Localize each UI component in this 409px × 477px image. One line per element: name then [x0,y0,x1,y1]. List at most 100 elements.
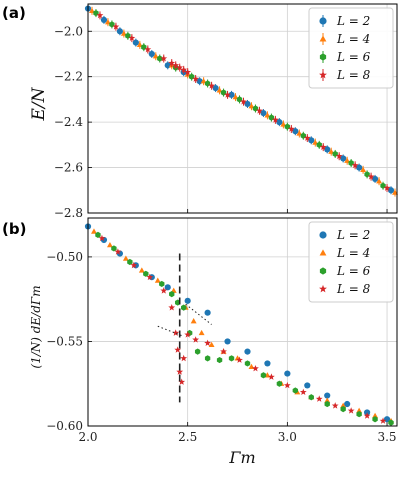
data-point [351,161,359,169]
data-point [383,184,391,191]
panel-b-legend: L = 2 L = 4 L = 6 L = 8 [308,221,394,303]
data-point [128,34,136,41]
data-point [276,119,283,126]
data-point [172,329,180,336]
data-point [159,280,165,288]
data-point [356,164,363,171]
data-point [303,134,311,141]
x-tick-label: 2.5 [178,430,197,444]
y-tick-label: −2.8 [54,206,83,220]
panel-b-ylabel: (1/N) dE/dΓm [29,285,43,368]
data-point [347,407,355,414]
data-point [236,356,243,363]
data-point [324,146,331,153]
panel-b-chart: (b) (1/N) dE/dΓm 2.0 2.5 3.0 3.5 −0.50 −0.55 −… [2,217,398,467]
data-point [216,356,223,364]
data-point [160,54,168,62]
data-point [276,380,283,387]
data-point [356,407,363,413]
data-point [98,234,106,242]
data-point [340,402,347,408]
data-point [204,339,211,347]
data-point [122,255,129,261]
data-point [315,395,323,402]
data-point [324,400,330,408]
data-point [379,417,387,424]
data-point [228,355,235,362]
panel-b-xlabel: Γm [228,448,255,467]
data-point [176,64,184,71]
legend-label: L = 6 [336,50,371,64]
data-point [194,348,201,355]
data-point [372,412,379,419]
data-point [287,125,295,132]
data-point [356,411,362,418]
legend-label: L = 4 [336,246,370,260]
data-point [292,128,299,135]
data-point [127,258,133,266]
data-point [192,336,200,343]
panel-a-label: (a) [2,4,26,22]
panel-b-frame [87,217,398,427]
panel-a-chart: (a) E/N −2.0−2.2−2.4−2.6−2.8 L = 2L = 4L… [2,3,398,220]
data-point [172,61,180,69]
data-point [160,287,168,294]
data-point [344,400,351,408]
ylabel-a-text: E/N [29,86,49,121]
legend-label: L = 8 [336,282,371,296]
data-point [387,187,395,194]
ylabel-b-text: (1/N) dE/dΓm [29,285,43,368]
x-tick-label: 3.5 [377,430,396,444]
data-point [106,241,113,248]
data-point [228,91,235,98]
data-point [224,91,231,98]
y-tick-label: −2.2 [54,70,83,84]
data-point [204,309,211,316]
data-point [132,39,139,46]
data-point [220,348,227,355]
y-tick-label: −0.60 [46,419,83,433]
data-point [244,348,251,355]
data-point [95,231,101,239]
legend-marker [319,267,327,275]
data-point [192,75,200,82]
data-point [114,248,122,255]
data-point [252,364,259,372]
data-point [360,166,367,173]
data-point [319,143,327,150]
data-point [184,68,192,76]
data-point [260,109,267,117]
data-point [198,329,205,336]
data-point [168,304,176,311]
legend-marker [319,231,327,239]
legend-box [308,7,394,89]
x-tick-label: 2.0 [78,430,97,444]
panel-b-label: (b) [2,220,26,238]
legend-label: L = 2 [336,14,370,28]
legend-marker [319,17,327,25]
panel-a-marks [84,4,398,197]
data-point [283,381,291,389]
data-point [388,419,394,426]
data-point [268,373,275,380]
data-point [212,84,219,92]
legend-label: L = 8 [336,68,371,82]
data-point [164,284,171,291]
data-point [304,382,311,389]
data-point [376,178,383,184]
legend-marker [319,35,327,42]
panel-a-ylabel: E/N [29,86,49,121]
data-point [260,372,267,379]
legend-marker [319,53,327,61]
data-point [96,11,104,19]
data-point [324,392,331,399]
panel-a-frame [87,3,398,214]
data-point [184,297,191,304]
data-point [292,387,299,394]
data-point [272,116,279,123]
data-point [146,273,154,281]
x-tick-label: 3.0 [278,430,297,444]
data-point [284,370,291,377]
data-point [244,360,251,367]
data-point [371,175,379,183]
